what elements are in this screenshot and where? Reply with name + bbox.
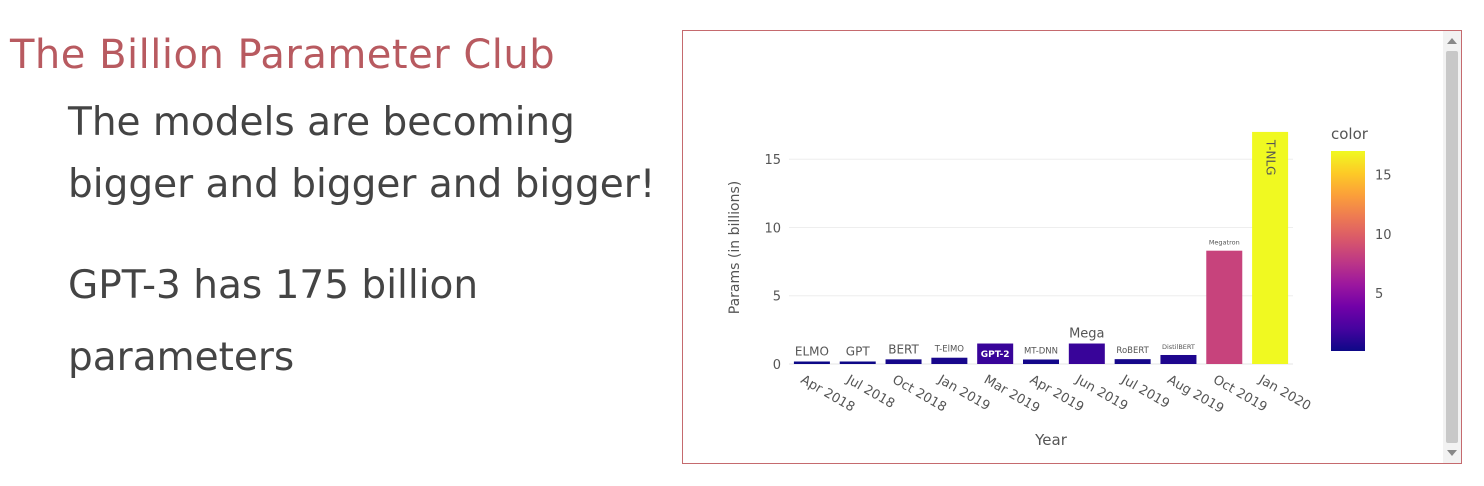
bullet-line: GPT-3 has 175 billion (68, 263, 479, 308)
bar-label: RoBERT (1116, 346, 1149, 356)
colorbar (1331, 151, 1365, 351)
bar (1114, 359, 1151, 364)
slide-title: The Billion Parameter Club (10, 32, 556, 78)
scroll-down-icon[interactable] (1447, 450, 1457, 456)
y-tick-label: 0 (773, 358, 781, 373)
bullet-gpt3-params: GPT-3 has 175 billion parameters (68, 250, 478, 394)
chart-panel: ELMO GPT BERT T-ElMO GPT-2 MT-DNN Mega RoBERT Di… (682, 30, 1462, 464)
bar (977, 343, 1014, 364)
colorbar-title: color (1331, 125, 1369, 143)
bar-label: T-ElMO (934, 345, 965, 355)
bar (885, 359, 922, 364)
bar (1068, 343, 1105, 364)
colorbar-tick-label: 10 (1375, 228, 1392, 243)
bullet-line: bigger and bigger and bigger! (68, 162, 656, 207)
bar-label: DistilBERT (1162, 343, 1195, 351)
y-tick-label: 15 (764, 153, 781, 168)
bar-label: Megatron (1209, 239, 1240, 247)
bar (839, 361, 876, 364)
colorbar-tick-label: 5 (1375, 287, 1383, 302)
scroll-thumb[interactable] (1446, 51, 1458, 443)
bar-label: ELMO (795, 345, 829, 359)
bullet-line: parameters (68, 335, 295, 380)
y-tick-label: 5 (773, 290, 781, 305)
params-bar-chart: ELMO GPT BERT T-ElMO GPT-2 MT-DNN Mega RoBERT Di… (727, 125, 1392, 449)
bar-label: GPT (846, 345, 871, 359)
bar-label: MT-DNN (1024, 346, 1058, 356)
y-axis-title: Params (in billions) (727, 181, 743, 314)
bar (931, 357, 968, 364)
vertical-scrollbar[interactable] (1443, 31, 1461, 463)
bar-label: Mega (1069, 327, 1104, 342)
scroll-up-icon[interactable] (1447, 38, 1457, 44)
bar (1206, 250, 1243, 364)
bar-label: T-NLG (1264, 139, 1278, 176)
bullet-models-growing: The models are becoming bigger and bigge… (68, 92, 655, 216)
bar (1252, 131, 1289, 364)
bullet-line: The models are becoming (68, 100, 575, 145)
colorbar-tick-label: 15 (1375, 169, 1392, 184)
bar-label: GPT-2 (981, 350, 1010, 360)
bar (1023, 359, 1059, 364)
bar (793, 361, 830, 364)
y-tick-label: 10 (764, 221, 781, 236)
bar-label: BERT (888, 342, 919, 356)
x-axis-title: Year (1034, 431, 1068, 449)
bar (1160, 354, 1197, 364)
